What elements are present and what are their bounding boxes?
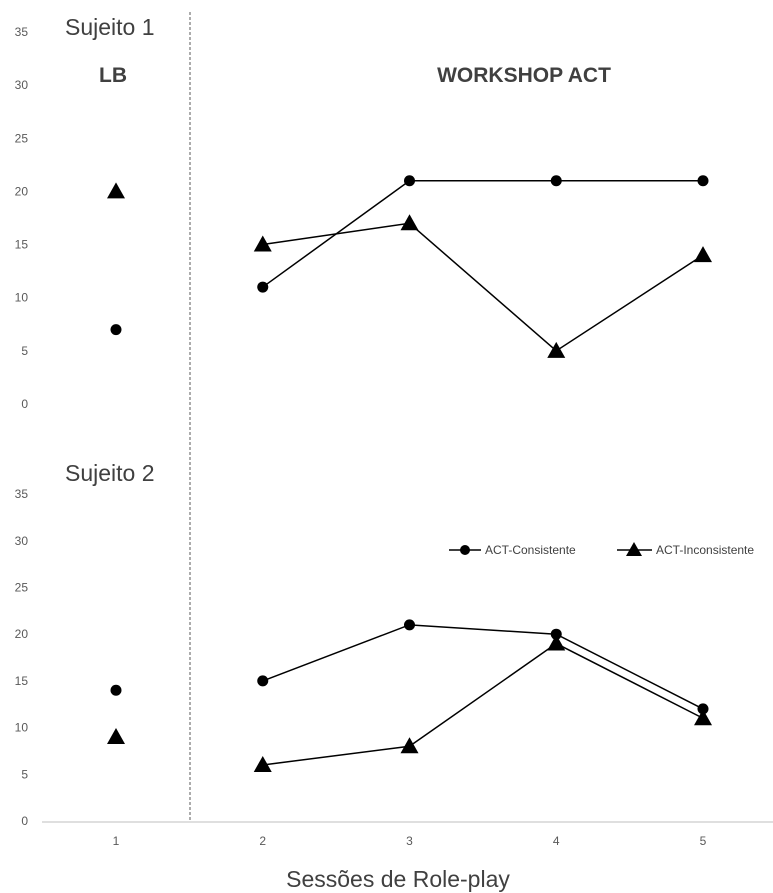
panel-2-point-consistente — [404, 619, 415, 631]
panel-2-y-tick-label: 20 — [15, 627, 29, 641]
panel-2-point-inconsistente — [400, 737, 419, 754]
panel-1-point-inconsistente — [107, 182, 125, 199]
panel-1-point-inconsistente — [253, 235, 272, 252]
panel-1-point-consistente — [697, 175, 709, 187]
panel-1-label: Sujeito 1 — [65, 14, 155, 40]
panel-1-point-consistente — [550, 175, 562, 187]
panel-2-y-tick-label: 10 — [15, 721, 29, 735]
panel-1-y-tick-label: 25 — [15, 131, 29, 145]
panel-2-point-consistente — [550, 628, 562, 640]
legend: ACT-Consistente ACT-Inconsistente — [449, 542, 754, 557]
x-tick-label: 3 — [406, 834, 413, 848]
panel-2-point-consistente — [697, 703, 709, 715]
x-tick-label: 5 — [700, 834, 707, 848]
panel-1-y-tick-label: 0 — [21, 397, 28, 411]
panel-1-y-tick-label: 20 — [15, 184, 29, 198]
panel-1-point-inconsistente — [694, 246, 712, 263]
legend-label-consistente: ACT-Consistente — [485, 543, 576, 557]
x-tick-label: 1 — [113, 834, 120, 848]
legend-label-inconsistente: ACT-Inconsistente — [656, 543, 754, 557]
panel-2-point-inconsistente — [547, 634, 566, 651]
panel-2-point-inconsistente — [253, 755, 272, 772]
panel-1-point-inconsistente — [547, 341, 566, 358]
panel-1-point-consistente — [404, 175, 415, 187]
panel-2-line-inconsistente — [262, 642, 704, 766]
panel-2-label: Sujeito 2 — [65, 460, 155, 486]
panel-1-point-consistente — [110, 324, 122, 336]
legend-circle-marker — [460, 545, 470, 555]
panel-1-y-tick-label: 35 — [15, 25, 29, 39]
panel-1-y-tick-label: 30 — [15, 78, 29, 92]
panel-1-point-inconsistente — [400, 214, 419, 231]
phase-label-baseline: LB — [99, 64, 127, 87]
panel-1-y-tick-label: 15 — [15, 238, 29, 252]
panel-1-line-consistente — [262, 180, 703, 288]
series-markers — [107, 175, 712, 772]
panel-2-point-inconsistente — [107, 727, 125, 744]
x-tick-label: 2 — [259, 834, 266, 848]
panel-2-y-tick-label: 5 — [21, 767, 28, 781]
panel-2-point-consistente — [110, 684, 122, 696]
x-tick-label: 4 — [553, 834, 560, 848]
panel-2-y-tick-label: 35 — [15, 487, 29, 501]
panel-2-line-consistente — [262, 624, 704, 710]
panel-1-line-inconsistente — [262, 222, 704, 352]
series-lines — [262, 180, 704, 766]
panel-2-point-consistente — [257, 675, 269, 687]
panel-2-point-inconsistente — [694, 709, 712, 726]
phase-label-workshop: WORKSHOP ACT — [437, 64, 611, 87]
x-axis-title: Sessões de Role-play — [286, 866, 510, 892]
panel-2-y-tick-label: 0 — [21, 814, 28, 828]
panel-2-y-tick-label: 25 — [15, 581, 29, 595]
legend-triangle-marker — [626, 542, 642, 556]
panel-2-y-tick-label: 15 — [15, 674, 29, 688]
axis-ticks: 0 5 10 15 20 25 30 35 0 5 10 15 20 25 30 35 1 2 3 4 5 — [15, 25, 707, 848]
panel-1-point-consistente — [257, 281, 269, 293]
panel-1-y-tick-label: 5 — [21, 344, 28, 358]
panel-1-y-tick-label: 10 — [15, 291, 29, 305]
panel-2-y-tick-label: 30 — [15, 534, 29, 548]
